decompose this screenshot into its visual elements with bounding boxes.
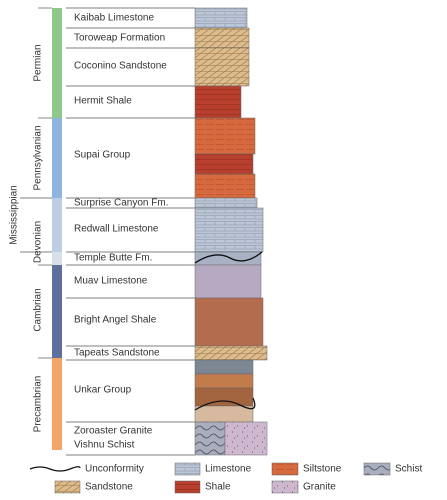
rock-column xyxy=(194,7,268,456)
period-label: Cambrian xyxy=(33,288,44,331)
legend-label: Sandstone xyxy=(85,482,133,493)
formation-label: Unkar Group xyxy=(74,385,132,396)
legend-label: Granite xyxy=(303,482,336,493)
formation-label: Temple Butte Fm. xyxy=(74,253,152,264)
formation-label: Zoroaster Granite xyxy=(74,426,153,437)
period-label: Precambrian xyxy=(33,376,44,433)
period-label: Devonian xyxy=(33,221,44,263)
formation-label: Toroweap Formation xyxy=(74,33,165,44)
formation-label: Bright Angel Shale xyxy=(74,315,157,326)
formation-label: Surprise Canyon Fm. xyxy=(74,198,168,209)
formation-label: Redwall Limestone xyxy=(74,224,159,235)
pennsylvanian-bar xyxy=(52,118,62,198)
period-label: Permian xyxy=(33,44,44,81)
permian-bar xyxy=(52,8,62,118)
period-label: Mississippian xyxy=(9,185,20,244)
legend-label: Unconformity xyxy=(85,464,144,475)
formation-label: Hermit Shale xyxy=(74,96,132,107)
mississippian-bar xyxy=(52,198,62,252)
formation-label: Supai Group xyxy=(74,150,131,161)
legend-label: Siltstone xyxy=(303,464,342,475)
legend-label: Limestone xyxy=(205,464,252,475)
formation-label: Muav Limestone xyxy=(74,276,148,287)
period-labels: Permian Pennsylvanian Mississippian Devo… xyxy=(9,44,44,432)
formation-label: Tapeats Sandstone xyxy=(74,348,160,359)
legend: Unconformity Limestone Siltstone Schist … xyxy=(29,462,422,494)
precambrian-bar xyxy=(52,358,62,450)
formations: Kaibab Limestone Toroweap Formation Coconi… xyxy=(66,7,195,456)
legend-label: Shale xyxy=(205,482,231,493)
period-bars xyxy=(20,7,62,450)
legend-label: Schist xyxy=(395,464,422,475)
formation-label: Coconino Sandstone xyxy=(74,61,167,72)
period-label: Pennsylvanian xyxy=(33,125,44,190)
cambrian-bar xyxy=(52,265,62,358)
formation-label: Kaibab Limestone xyxy=(74,13,154,24)
formation-label: Vishnu Schist xyxy=(74,440,135,451)
devonian-bar xyxy=(52,252,62,265)
